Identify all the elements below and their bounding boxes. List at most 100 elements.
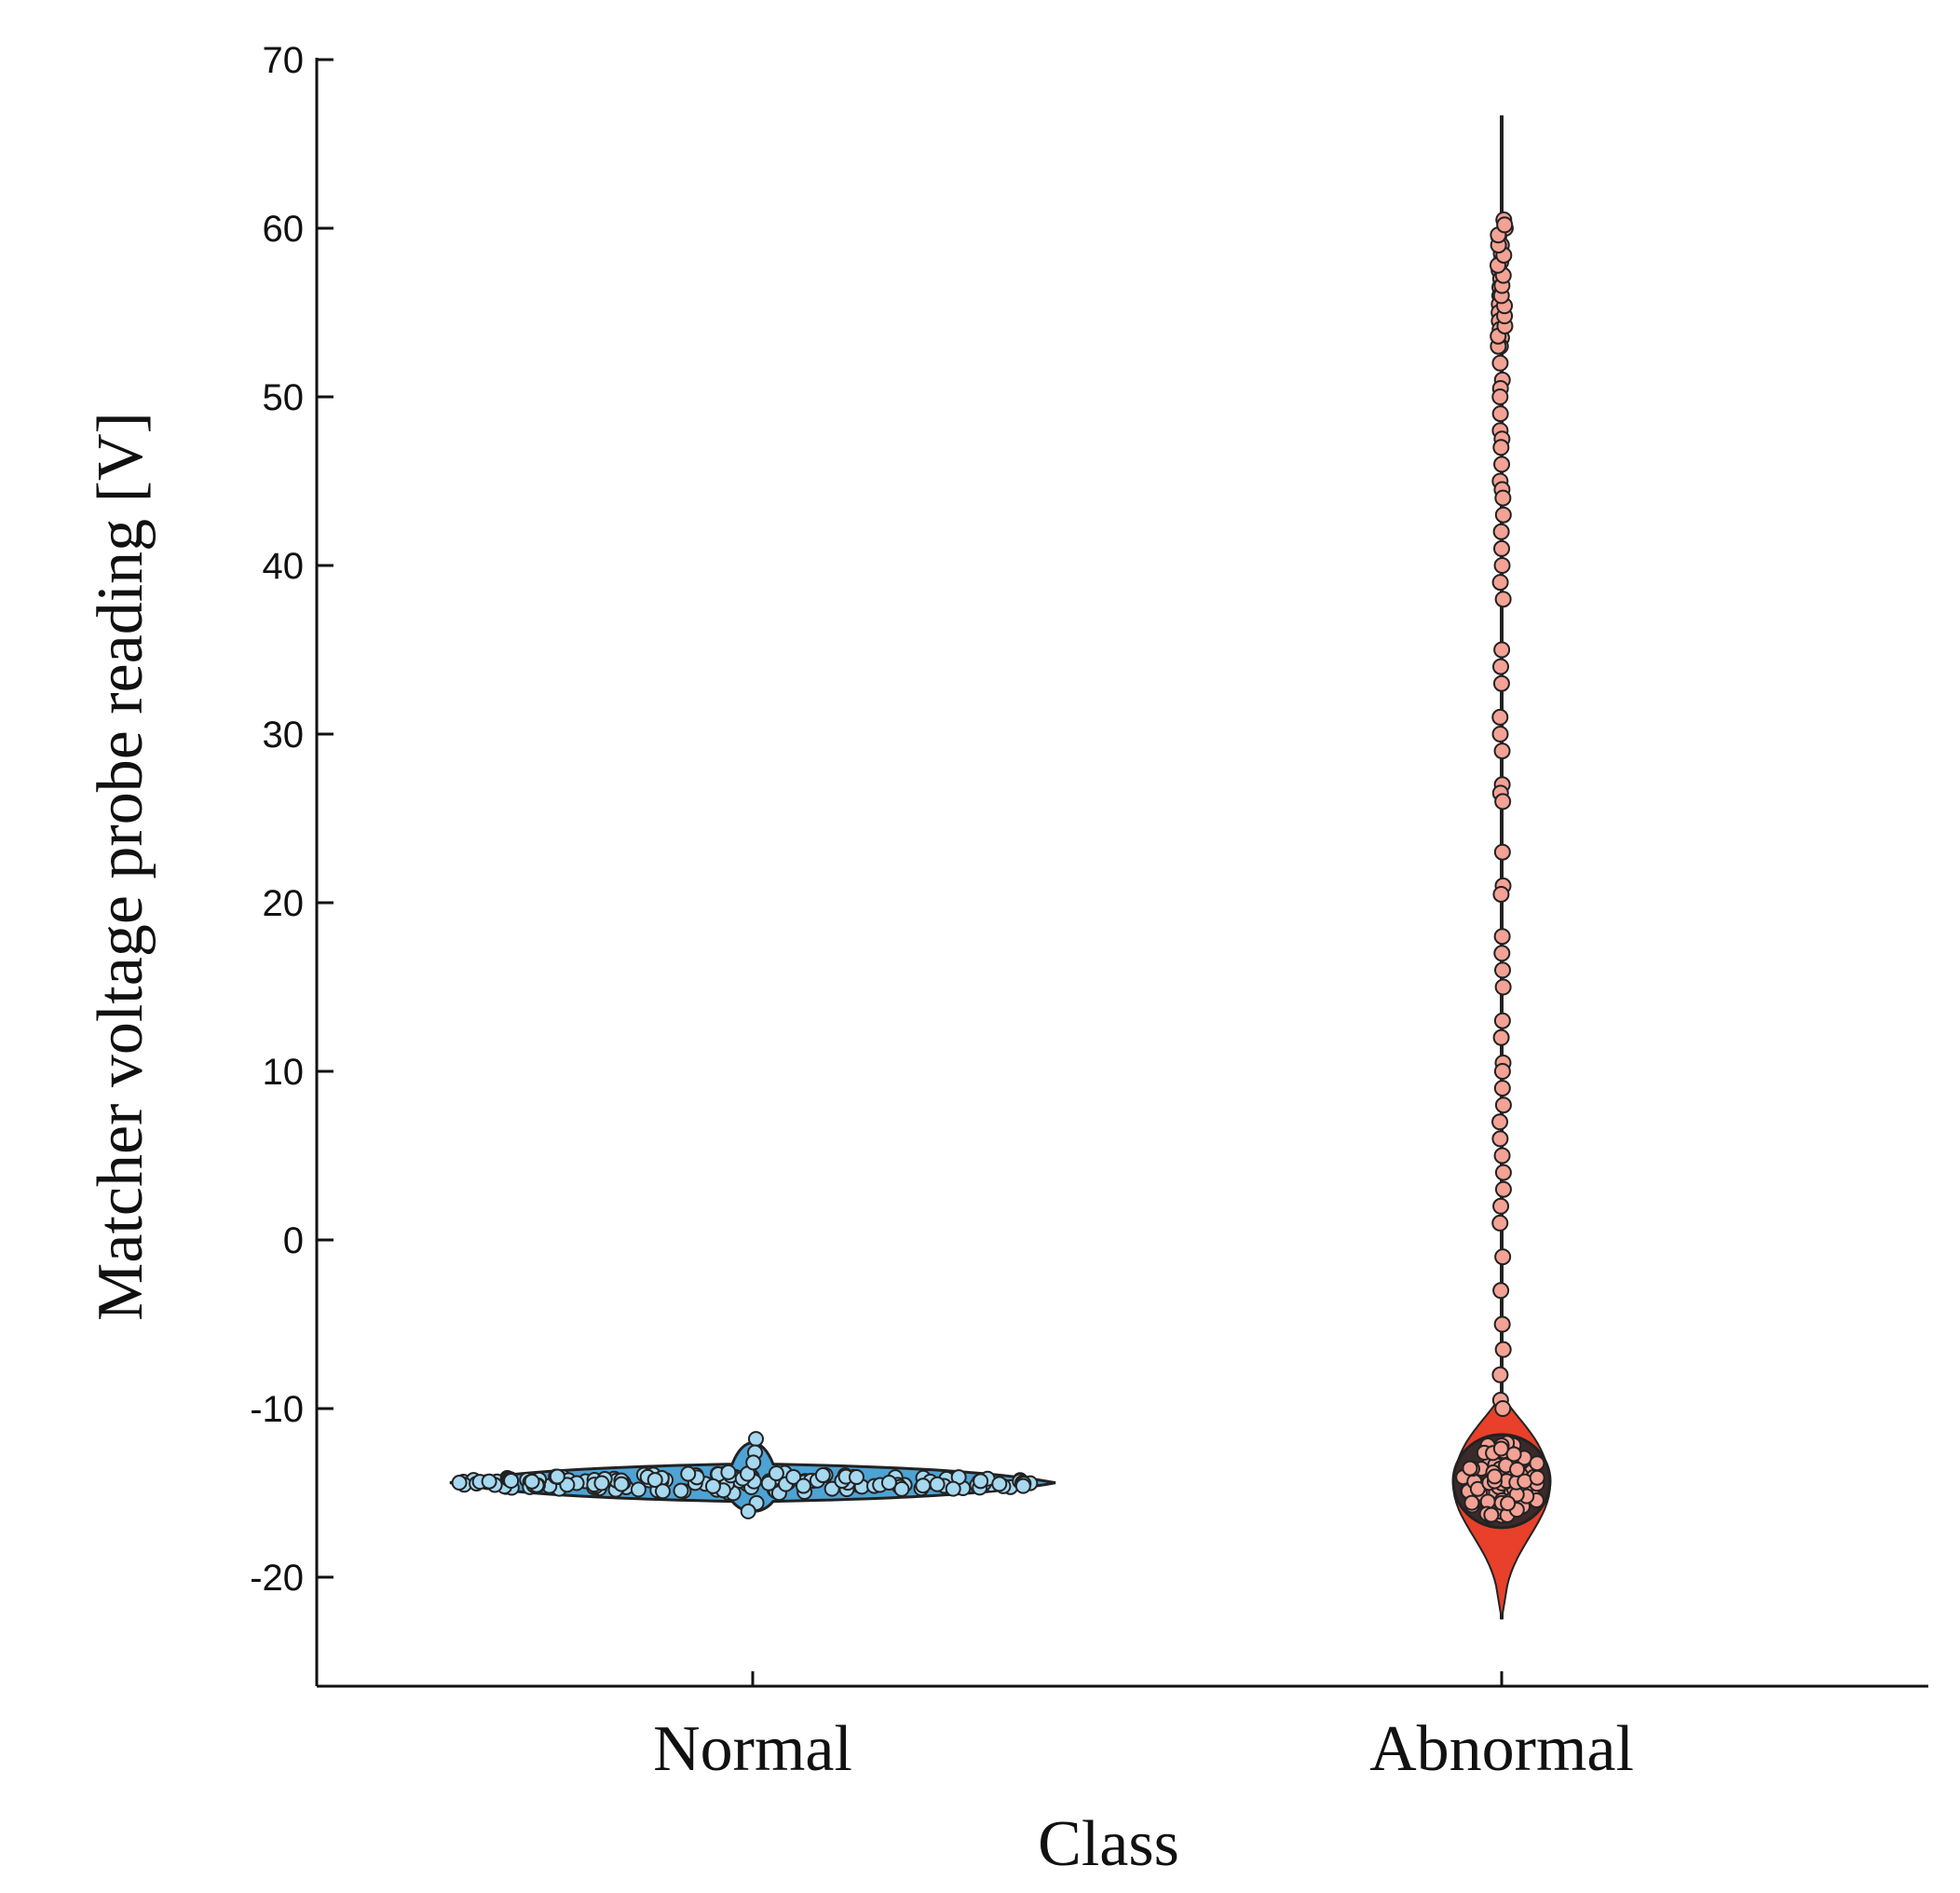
y-tick-label: 10 [263,1052,305,1093]
swarm-point-normal [704,1478,721,1494]
swarm-point-normal [654,1483,671,1500]
swarm-point-abnormal [1491,726,1509,742]
swarm-point-normal [745,1454,762,1471]
swarm-point-normal [929,1476,946,1492]
swarm-point-abnormal [1491,405,1509,423]
swarm-point-normal [880,1475,897,1491]
swarm-point-normal [823,1480,840,1497]
swarm-point-abnormal [1491,388,1509,405]
swarm-point-abnormal [1493,945,1511,962]
y-tick-label: 40 [263,546,305,587]
swarm-point-normal [973,1473,989,1490]
swarm-point-normal [740,1503,756,1519]
swarm-point-abnormal [1491,1214,1509,1232]
swarm-point-abnormal [1494,1248,1512,1266]
swarm-point-abnormal [1492,674,1510,692]
y-tick-label: 0 [283,1220,304,1261]
swarm-point-abnormal [1529,1469,1545,1486]
swarm-point-normal [451,1475,468,1491]
swarm-point-abnormal [1492,1440,1509,1457]
y-tick-label: -20 [250,1558,304,1599]
swarm-point-abnormal [1492,523,1510,540]
swarm-point-abnormal [1493,539,1511,557]
swarm-point-abnormal [1494,1400,1512,1417]
swarm-point-abnormal [1494,1341,1512,1358]
swarm-point-abnormal [1494,1180,1512,1198]
y-axis-ticks: -20 -10 0 10 20 30 40 50 60 70 [250,40,333,1599]
swarm-point-abnormal [1496,216,1514,234]
x-axis-ticks: Normal Abnormal [653,1671,1634,1785]
swarm-point-abnormal [1492,885,1510,903]
x-axis-title: Class [1038,1808,1179,1880]
swarm-point-abnormal [1529,1455,1545,1472]
swarm-point-normal [1014,1478,1031,1494]
x-tick-label-normal: Normal [653,1713,852,1785]
swarm-point-abnormal [1486,1468,1503,1485]
swarm-point-abnormal [1491,658,1509,675]
x-tick-label-abnormal: Abnormal [1369,1713,1634,1785]
y-tick-label: 60 [263,209,305,250]
y-tick-label: 50 [263,377,305,418]
swarm-point-abnormal [1492,439,1510,456]
swarm-point-abnormal [1493,641,1511,659]
swarm-point-abnormal [1463,1494,1480,1511]
swarm-point-normal [549,1468,565,1485]
y-tick-label: 70 [263,40,305,81]
swarm-point-normal [893,1480,910,1497]
swarm-point-abnormal [1494,489,1512,507]
swarm-point-abnormal [1500,1495,1517,1512]
swarm-point-abnormal [1492,1028,1510,1046]
swarm-point-abnormal [1493,1315,1511,1333]
y-tick-label: -10 [250,1389,304,1430]
swarm-point-normal [720,1464,737,1480]
swarm-point-abnormal [1493,1063,1511,1080]
swarm-point-abnormal [1505,1446,1522,1463]
swarm-point-normal [647,1472,663,1489]
swarm-point-abnormal [1494,978,1512,996]
swarm-point-normal [503,1473,520,1490]
swarm-point-abnormal [1492,1197,1510,1215]
swarm-point-abnormal [1491,1366,1509,1383]
swarm-point-normal [673,1482,689,1499]
swarm-point-abnormal [1493,742,1511,760]
swarm-point-abnormal [1492,1282,1510,1300]
swarm-point-normal [945,1480,961,1497]
swarm-point-normal [991,1476,1008,1492]
swarm-point-normal [481,1473,497,1490]
swarm-point-normal [680,1465,697,1482]
swarm-point-abnormal [1491,1113,1509,1131]
swarm-point-normal [915,1478,932,1494]
swarm-point-normal [814,1467,831,1484]
swarm-point-abnormal [1483,1506,1500,1523]
y-tick-label: 30 [263,715,305,756]
swarm-point-abnormal [1493,456,1511,473]
swarm-point-normal [768,1464,784,1481]
swarm-point-normal [795,1478,811,1494]
swarm-point-abnormal [1494,591,1512,608]
swarm-point-abnormal [1494,1164,1512,1181]
swarm-point-normal [613,1476,630,1492]
swarm-point-normal [593,1475,610,1491]
swarm-point-abnormal [1494,506,1512,524]
swarm-point-abnormal [1494,793,1512,810]
swarm-point-abnormal [1494,961,1512,979]
swarm-point-normal [630,1481,647,1498]
y-tick-label: 20 [263,883,305,924]
violin-layer [449,115,1552,1620]
swarm-point-abnormal [1491,574,1509,592]
swarm-point-abnormal [1493,928,1511,946]
y-axis-title: Matcher voltage probe reading [V] [85,412,157,1321]
swarm-point-abnormal [1494,1096,1512,1114]
swarm-point-abnormal [1493,557,1511,574]
swarm-point-abnormal [1462,1460,1478,1477]
swarm-point-abnormal [1491,708,1509,726]
swarm-point-normal [848,1469,864,1486]
swarm-point-abnormal [1509,1461,1526,1478]
swarm-point-abnormal [1491,1130,1509,1148]
swarm-point-abnormal [1493,1012,1511,1029]
swarm-point-normal [524,1473,540,1490]
swarm-point-abnormal [1493,843,1511,861]
swarm-point-abnormal [1491,354,1509,372]
swarm-point-abnormal [1493,1080,1511,1097]
